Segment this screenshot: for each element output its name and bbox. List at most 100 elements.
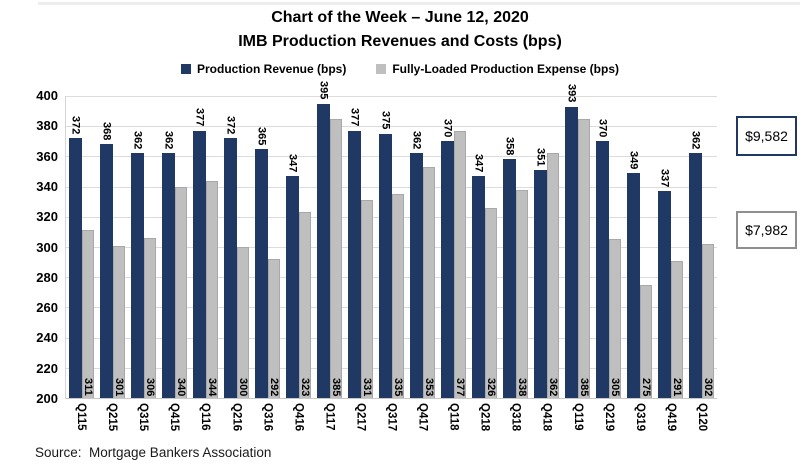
revenue-bar <box>255 148 268 398</box>
x-tick-label: Q117 <box>313 403 344 431</box>
x-tick-label: Q115 <box>65 403 96 431</box>
revenue-bar <box>348 130 361 398</box>
category-group-q120: 362 302 <box>686 96 717 398</box>
revenue-bar <box>472 176 485 398</box>
x-tick-text: Q317 <box>385 403 398 432</box>
x-tick-text: Q117 <box>323 403 336 431</box>
x-tick-label: Q316 <box>251 403 282 431</box>
revenue-bar <box>317 103 330 398</box>
revenue-value-label: 358 <box>503 137 516 156</box>
expense-bar <box>144 237 156 398</box>
expense-value-label: 338 <box>516 377 528 396</box>
expense-bar <box>113 245 125 398</box>
x-tick-text: Q219 <box>602 403 615 432</box>
expense-bar <box>454 130 466 398</box>
y-tick-label: 260 <box>36 300 58 316</box>
expense-value-label: 377 <box>454 377 466 396</box>
expense-value-label: 302 <box>702 377 714 396</box>
revenue-bar <box>689 153 702 398</box>
revenue-value-label: 375 <box>379 111 392 130</box>
x-tick-text: Q119 <box>571 403 584 431</box>
x-tick-text: Q218 <box>478 403 491 432</box>
expense-bar <box>702 243 714 398</box>
expense-bar <box>608 239 621 398</box>
y-axis: 200 220 240 260 280 300 320 340 360 380 400 <box>0 88 58 406</box>
expense-bar <box>423 166 435 398</box>
x-tick-text: Q415 <box>168 403 181 432</box>
revenue-bar <box>627 173 640 398</box>
revenue-bar <box>441 141 454 398</box>
revenue-bar <box>131 153 144 398</box>
expense-value-label: 301 <box>113 377 125 396</box>
category-group-q118: 370 377 <box>438 96 469 398</box>
expense-bar <box>485 207 497 398</box>
expense-bar <box>361 200 373 398</box>
x-tick-label: Q118 <box>438 403 469 431</box>
expense-value-label: 340 <box>175 377 187 396</box>
x-tick-label: Q120 <box>686 403 717 431</box>
revenue-value-label: 377 <box>193 108 206 127</box>
source-note: Source: Mortgage Bankers Association <box>35 445 272 460</box>
category-group-q318: 358 338 <box>500 96 531 398</box>
x-tick-label: Q219 <box>593 403 624 431</box>
expense-value-label: 344 <box>206 377 218 396</box>
expense-bar <box>82 230 94 398</box>
expense-value-label: 300 <box>237 377 249 396</box>
y-tick-label: 340 <box>36 178 58 194</box>
expense-value-label: 291 <box>671 377 683 396</box>
x-tick-label: Q215 <box>96 403 127 431</box>
legend-label-revenue: Production Revenue (bps) <box>196 62 347 76</box>
expense-bar <box>547 153 559 398</box>
annotation-box-9582: $9,582 <box>736 116 797 156</box>
chart-subtitle: IMB Production Revenues and Costs (bps) <box>238 33 562 50</box>
revenue-value-label: 362 <box>162 131 175 150</box>
chart-title: Chart of the Week – June 12, 2020 <box>271 9 529 26</box>
x-tick-text: Q315 <box>137 403 150 432</box>
x-tick-label: Q317 <box>375 403 406 431</box>
category-group-q419: 337 291 <box>655 96 686 398</box>
x-tick-text: Q419 <box>664 403 677 432</box>
revenue-bar <box>100 144 113 398</box>
x-tick-text: Q417 <box>416 403 429 432</box>
y-tick-label: 240 <box>36 330 58 346</box>
x-tick-text: Q215 <box>106 403 119 432</box>
revenue-value-label: 370 <box>596 118 609 138</box>
revenue-value-label: 347 <box>472 153 485 173</box>
expense-bar <box>268 259 280 398</box>
category-group-q319: 349 275 <box>624 96 655 398</box>
revenue-value-label: 372 <box>69 115 82 135</box>
category-group-q417: 362 353 <box>407 96 438 398</box>
expense-value-label: 275 <box>640 377 652 396</box>
revenue-swatch <box>180 64 191 74</box>
y-tick-label: 400 <box>36 88 58 103</box>
y-tick-label: 360 <box>36 148 58 164</box>
x-tick-text: Q316 <box>261 403 274 432</box>
annotation-box-7982: $7,982 <box>736 211 797 249</box>
revenue-bar <box>595 141 609 398</box>
expense-value-label: 326 <box>485 377 497 396</box>
expense-value-label: 362 <box>547 377 559 396</box>
category-group-q219: 370 305 <box>593 96 624 398</box>
expense-bar <box>392 194 404 398</box>
category-group-q317: 375 335 <box>376 96 407 398</box>
category-group-q119: 393 385 <box>562 84 593 398</box>
category-group-q217: 377 331 <box>345 96 376 398</box>
expense-bar <box>299 212 311 398</box>
revenue-value-label: 347 <box>286 153 299 173</box>
x-tick-label: Q119 <box>562 403 593 431</box>
x-tick-text: Q217 <box>354 403 367 432</box>
category-group-q315: 362 306 <box>128 96 159 398</box>
y-tick-label: 200 <box>36 391 58 406</box>
category-group-q116: 377 344 <box>190 96 221 398</box>
revenue-value-label: 377 <box>348 108 361 127</box>
revenue-bar <box>193 130 206 398</box>
expense-bar <box>578 118 590 398</box>
revenue-value-label: 337 <box>658 168 671 188</box>
x-tick-label: Q319 <box>624 403 655 431</box>
expense-value-label: 311 <box>82 378 94 396</box>
top-border-line <box>38 2 800 5</box>
legend-label-expense: Fully-Loaded Production Expense (bps) <box>392 62 620 76</box>
x-tick-label: Q116 <box>189 403 220 431</box>
